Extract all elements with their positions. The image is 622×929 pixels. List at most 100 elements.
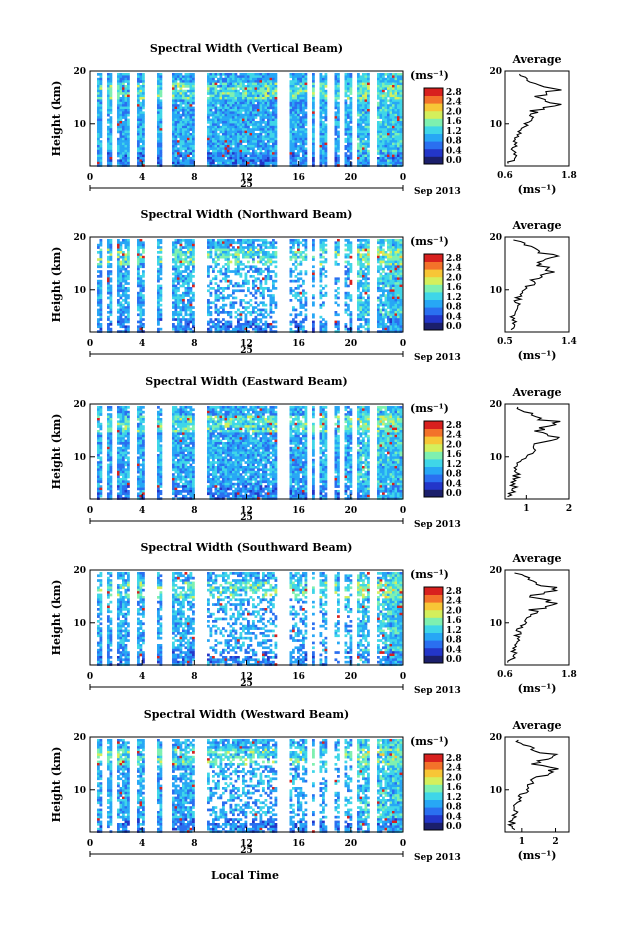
heatmap-cell <box>184 308 188 312</box>
heatmap-cell <box>229 116 233 119</box>
heatmap-cell <box>249 253 253 257</box>
heatmap-cell <box>157 272 160 276</box>
heatmap-cell <box>349 267 353 271</box>
heatmap-cell <box>394 101 398 105</box>
heatmap-cell <box>324 109 328 112</box>
heatmap-cell <box>122 275 125 278</box>
heatmap-cell <box>117 82 120 86</box>
heatmap-cell <box>232 94 235 98</box>
heatmap-cell <box>107 260 110 264</box>
heatmap-cell <box>267 101 270 105</box>
heatmap-cell <box>227 157 230 160</box>
heatmap-cell <box>159 303 163 307</box>
heatmap-cell <box>269 128 273 131</box>
heatmap-cell <box>267 246 270 249</box>
heatmap-cell <box>219 111 223 115</box>
heatmap-cell <box>99 311 103 314</box>
heatmap-cell <box>392 147 395 151</box>
heatmap-cell <box>189 303 193 307</box>
heatmap-cell <box>224 80 228 83</box>
heatmap-cell <box>297 104 300 107</box>
heatmap-cell <box>304 106 308 110</box>
heatmap-cell <box>292 113 295 117</box>
heatmap-cell <box>117 311 120 314</box>
heatmap-cell <box>117 140 120 143</box>
heatmap-cell <box>192 137 195 141</box>
heatmap-cell <box>184 73 188 76</box>
heatmap-cell <box>334 116 338 119</box>
heatmap-cell <box>232 248 235 252</box>
heatmap-cell <box>289 246 293 249</box>
heatmap-cell <box>212 157 215 160</box>
heatmap-cell <box>234 253 238 257</box>
heatmap-cell <box>157 111 160 115</box>
heatmap-cell <box>217 241 220 245</box>
heatmap-cell <box>192 275 195 278</box>
heatmap-cell <box>232 111 235 115</box>
heatmap-cell <box>274 133 278 136</box>
heatmap-cell <box>367 284 370 288</box>
heatmap-cell <box>254 296 258 300</box>
heatmap-cell <box>122 325 125 329</box>
heatmap-cell <box>249 137 253 141</box>
heatmap-cell <box>319 327 323 331</box>
heatmap-cell <box>239 113 243 117</box>
heatmap-cell <box>159 147 163 151</box>
heatmap-cell <box>107 147 110 151</box>
heatmap-cell <box>384 123 388 127</box>
heatmap-cell <box>304 94 308 98</box>
heatmap-cell <box>319 152 323 155</box>
heatmap-cell <box>219 291 223 295</box>
heatmap-cell <box>207 135 210 139</box>
heatmap-cell <box>324 89 328 93</box>
heatmap-cell <box>119 246 123 249</box>
heatmap-cell <box>182 140 185 143</box>
heatmap-cell <box>324 92 328 95</box>
heatmap-cell <box>187 260 190 264</box>
heatmap-cell <box>269 246 273 249</box>
heatmap-cell <box>334 140 338 143</box>
heatmap-cell <box>97 279 100 283</box>
heatmap-cell <box>259 149 263 153</box>
heatmap-cell <box>212 135 215 139</box>
heatmap-cell <box>344 104 348 107</box>
heatmap-cell <box>99 263 103 266</box>
heatmap-cell <box>234 142 238 146</box>
heatmap-cell <box>117 253 120 257</box>
heatmap-cell <box>274 325 278 329</box>
heatmap-cell <box>359 142 363 146</box>
heatmap-cell <box>109 123 113 127</box>
heatmap-cell <box>297 154 300 158</box>
heatmap-cell <box>267 137 270 141</box>
heatmap-cell <box>252 282 255 285</box>
heatmap-cell <box>359 303 363 307</box>
heatmap-cell <box>159 118 163 122</box>
heatmap-cell <box>139 111 143 115</box>
heatmap-cell <box>107 77 110 81</box>
heatmap-cell <box>264 97 268 100</box>
heatmap-cell <box>219 248 223 252</box>
heatmap-cell <box>222 135 225 139</box>
heatmap-cell <box>259 145 263 148</box>
heatmap-cell <box>357 128 360 131</box>
heatmap-cell <box>182 137 185 141</box>
heatmap-cell <box>347 303 350 307</box>
heatmap-cell <box>179 299 183 302</box>
heatmap-cell <box>184 94 188 98</box>
heatmap-cell <box>259 327 263 331</box>
heatmap-cell <box>97 99 100 103</box>
heatmap-cell <box>97 97 100 100</box>
heatmap-cell <box>107 255 110 259</box>
heatmap-cell <box>302 243 305 247</box>
heatmap-cell <box>139 147 143 151</box>
heatmap-cell <box>159 284 163 288</box>
heatmap-cell <box>107 118 110 122</box>
heatmap-cell <box>302 147 305 151</box>
heatmap-cell <box>252 279 255 283</box>
heatmap-cell <box>302 73 305 76</box>
heatmap-cell <box>272 239 275 242</box>
heatmap-cell <box>127 313 130 317</box>
heatmap-cell <box>259 118 263 122</box>
heatmap-cell <box>349 325 353 329</box>
heatmap-cell <box>324 294 328 297</box>
